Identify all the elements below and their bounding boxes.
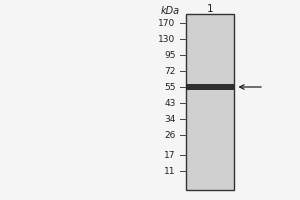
Text: 11: 11 [164, 166, 176, 176]
Bar [186, 14, 234, 190]
Text: 26: 26 [164, 130, 176, 140]
Text: 95: 95 [164, 50, 176, 60]
Text: 34: 34 [164, 114, 176, 123]
Text: 17: 17 [164, 150, 176, 160]
Text: 130: 130 [158, 34, 176, 44]
Text: 1: 1 [207, 4, 213, 14]
Text: 55: 55 [164, 82, 176, 92]
Text: 72: 72 [164, 66, 176, 75]
Bar [186, 84, 234, 90]
Text: kDa: kDa [161, 6, 180, 16]
Text: 43: 43 [164, 98, 176, 108]
Text: 170: 170 [158, 19, 176, 27]
